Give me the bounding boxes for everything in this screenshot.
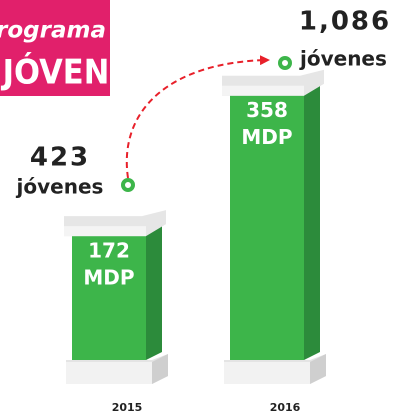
pedestal-side (310, 354, 326, 384)
beneficiary-marker (121, 178, 135, 192)
beneficiary-value: 1,086 (299, 7, 391, 37)
x-tick-label: 2015 (112, 401, 143, 414)
bar (230, 89, 304, 361)
unit-label: MDP (83, 266, 134, 290)
beneficiary-value: 423 (30, 143, 90, 173)
beneficiary-label: jóvenes (299, 47, 387, 71)
pedestal-front (224, 362, 310, 384)
bar (72, 230, 146, 360)
pedestal-side (152, 354, 168, 384)
bar-side (146, 222, 162, 360)
bar-side (304, 81, 320, 361)
chart-title: Programa (0, 18, 106, 44)
beneficiary-marker (278, 56, 292, 70)
pedestal-front (66, 362, 152, 384)
value-label: 172 (88, 239, 130, 263)
chart-subtitle: JÓVEN (1, 52, 110, 93)
beneficiary-label: jóvenes (16, 175, 104, 199)
bar-cap (222, 85, 304, 96)
title-box (0, 0, 110, 96)
bar-cap (64, 226, 146, 237)
x-tick-label: 2016 (270, 401, 301, 414)
growth-arrow (125, 55, 270, 179)
unit-label: MDP (241, 125, 292, 149)
value-label: 358 (246, 98, 288, 122)
